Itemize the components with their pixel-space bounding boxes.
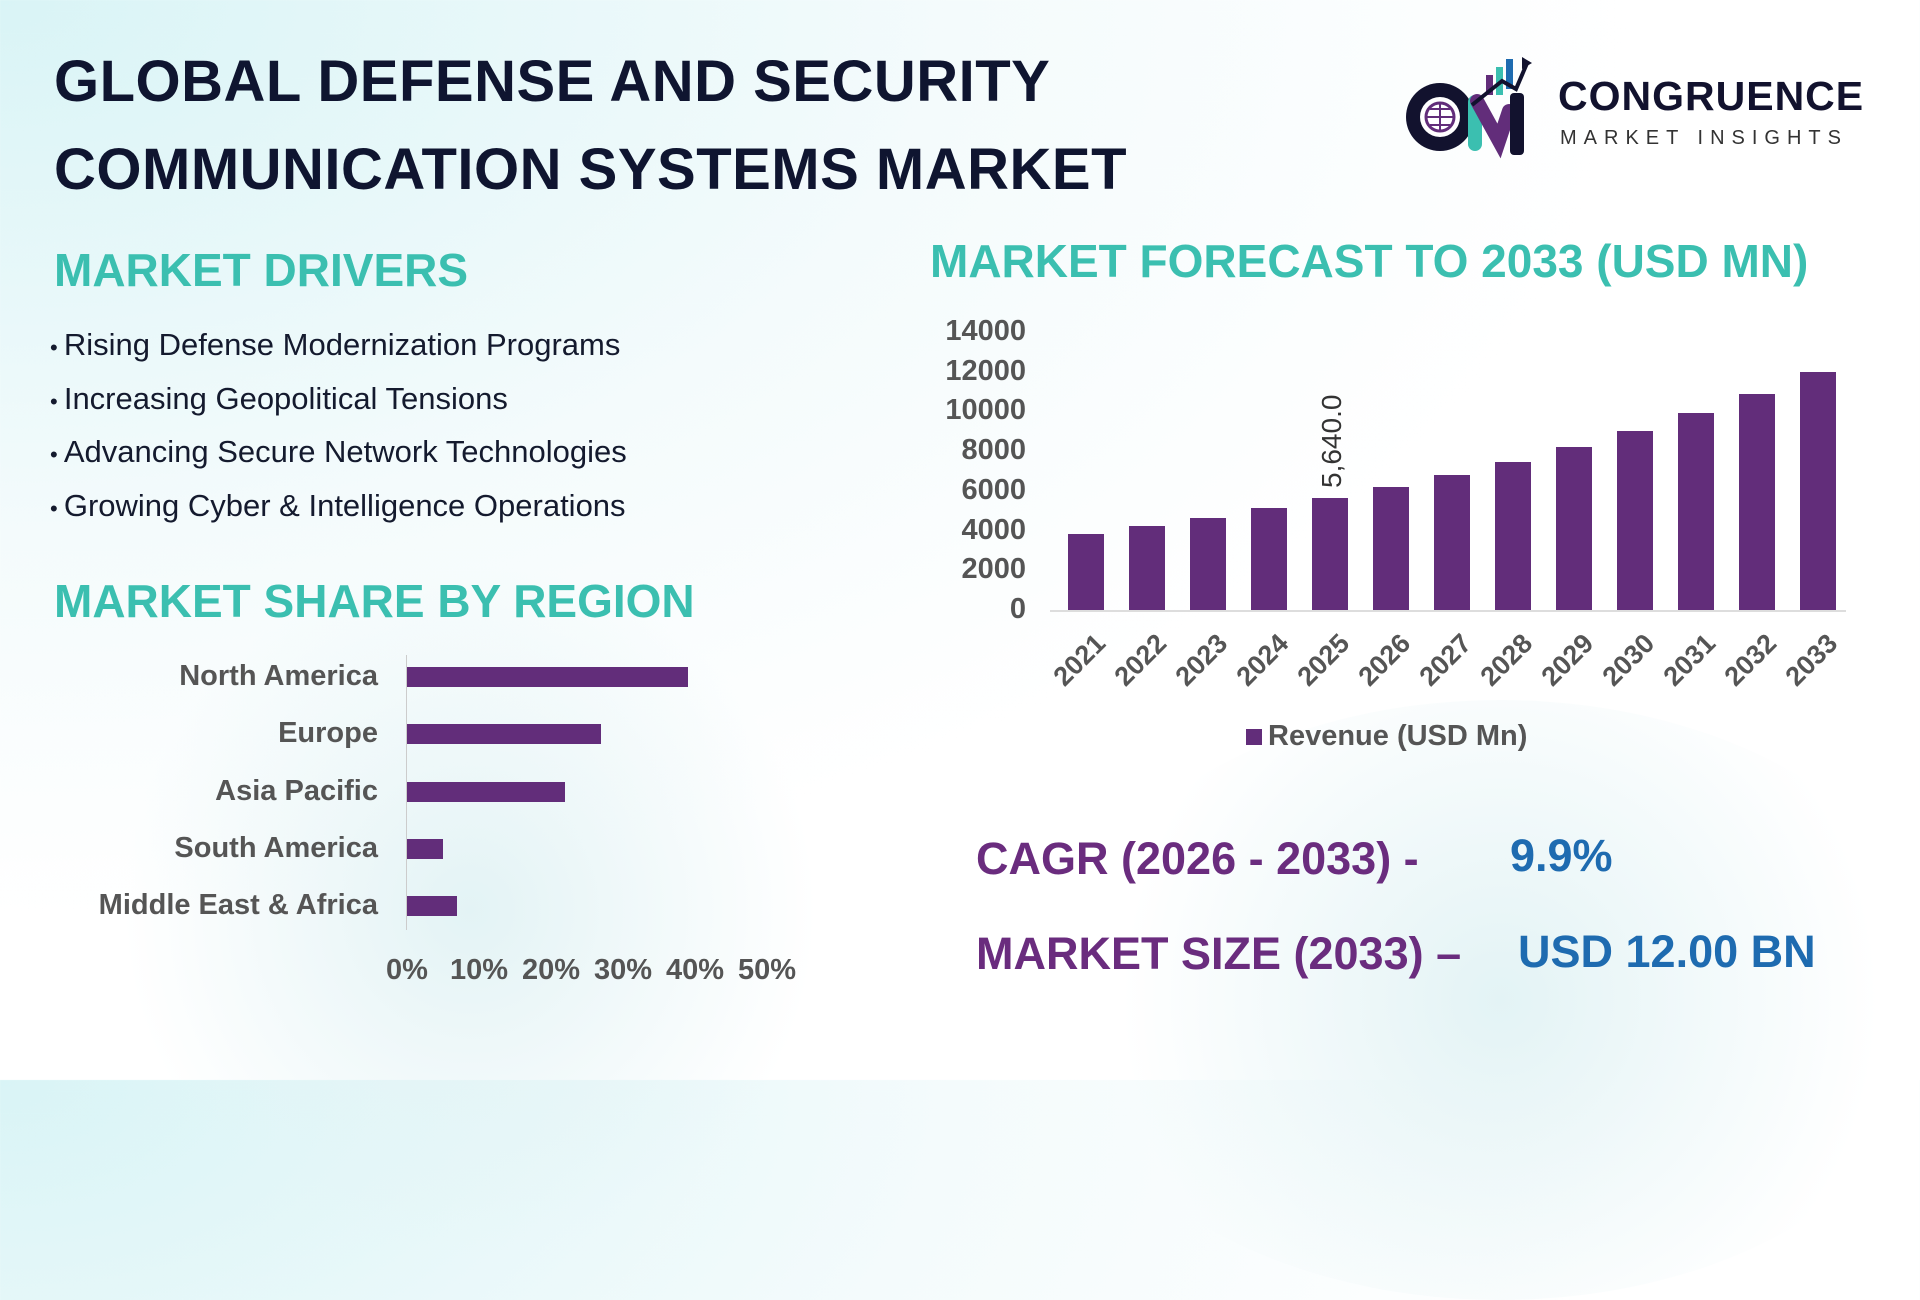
cagr-value: 9.9% (1510, 830, 1613, 881)
region-bar (407, 724, 602, 745)
drivers-heading: MARKET DRIVERS (54, 244, 469, 296)
region-heading: MARKET SHARE BY REGION (54, 575, 695, 627)
market-size-value: USD 12.00 BN (1518, 926, 1816, 977)
forecast-x-tick: 2022 (1108, 628, 1173, 692)
forecast-x-tick: 2031 (1657, 628, 1722, 692)
forecast-y-tick: 0 (1009, 593, 1026, 625)
driver-item: • Advancing Secure Network Technologies (50, 434, 627, 470)
forecast-bar (1495, 462, 1531, 610)
forecast-y-tick: 4000 (961, 513, 1026, 546)
bullet-icon: • (50, 335, 64, 360)
forecast-axis-line (1050, 610, 1846, 612)
region-bar (407, 781, 566, 802)
driver-item: • Rising Defense Modernization Programs (50, 327, 620, 363)
driver-text: Advancing Secure Network Technologies (63, 434, 627, 469)
forecast-bar (1617, 431, 1653, 610)
forecast-x-tick: 2032 (1718, 628, 1783, 692)
background-decoration (1050, 700, 1920, 1300)
driver-text: Rising Defense Modernization Programs (63, 327, 621, 362)
region-x-tick: 20% (521, 954, 581, 986)
forecast-bar (1068, 533, 1104, 610)
forecast-bar (1129, 526, 1165, 610)
forecast-data-label: 5,640.0 (1316, 394, 1347, 488)
region-label: Europe (278, 717, 378, 750)
region-bar (407, 838, 443, 859)
region-label: Asia Pacific (215, 774, 378, 807)
forecast-x-tick: 2028 (1474, 628, 1539, 692)
legend-label: Revenue (USD Mn) (1268, 720, 1528, 752)
driver-item: • Increasing Geopolitical Tensions (50, 381, 508, 417)
forecast-legend: Revenue (USD Mn) (1246, 720, 1527, 753)
forecast-bar (1251, 508, 1287, 610)
forecast-bar (1434, 474, 1470, 610)
driver-item: • Growing Cyber & Intelligence Operation… (50, 488, 626, 524)
forecast-y-tick: 14000 (945, 315, 1026, 347)
forecast-y-tick: 2000 (961, 553, 1026, 586)
region-axis-line (406, 655, 407, 930)
driver-text: Increasing Geopolitical Tensions (63, 380, 508, 416)
region-bar (407, 896, 458, 917)
forecast-y-tick: 10000 (945, 394, 1026, 427)
region-x-tick: 30% (593, 954, 653, 986)
region-label: South America (174, 831, 378, 864)
forecast-bar (1800, 371, 1836, 610)
forecast-heading: MARKET FORECAST TO 2033 (USD MN) (930, 235, 1809, 287)
region-bar (407, 667, 688, 687)
forecast-x-tick: 2026 (1352, 628, 1417, 692)
page-title-line1: GLOBAL DEFENSE AND SECURITY (54, 49, 1051, 114)
forecast-bar (1739, 393, 1775, 610)
forecast-x-tick: 2021 (1047, 628, 1112, 692)
page-title-line2: COMMUNICATION SYSTEMS MARKET (54, 137, 1128, 202)
forecast-y-tick: 6000 (961, 473, 1026, 506)
forecast-x-tick: 2033 (1779, 628, 1844, 692)
region-x-tick: 40% (665, 954, 725, 986)
forecast-bar (1556, 447, 1592, 610)
logo-name: CONGRUENCE (1558, 73, 1865, 119)
forecast-bar (1190, 518, 1226, 610)
forecast-bar (1312, 498, 1348, 610)
forecast-bar (1373, 487, 1409, 610)
market-size-label: MARKET SIZE (2033) – (976, 928, 1462, 979)
forecast-x-tick: 2029 (1535, 628, 1600, 692)
forecast-x-tick: 2027 (1413, 628, 1478, 692)
bullet-icon: • (50, 388, 64, 414)
bullet-icon: • (50, 495, 64, 521)
forecast-x-tick: 2025 (1291, 628, 1356, 692)
driver-text: Growing Cyber & Intelligence Operations (63, 487, 626, 523)
forecast-x-tick: 2023 (1169, 628, 1234, 692)
cagr-label: CAGR (2026 - 2033) - (976, 833, 1419, 884)
region-x-tick: 50% (737, 954, 797, 986)
forecast-x-tick: 2030 (1596, 628, 1661, 692)
logo-mark-icon (1406, 57, 1532, 159)
region-label: North America (179, 660, 378, 692)
forecast-bar (1678, 413, 1714, 610)
bullet-icon: • (50, 442, 64, 467)
logo: CONGRUENCE MARKET INSIGHTS (1402, 55, 1882, 160)
region-x-tick: 10% (449, 954, 509, 986)
legend-swatch-icon (1246, 729, 1262, 745)
forecast-y-tick: 8000 (961, 434, 1026, 467)
region-label: Middle East & Africa (98, 889, 378, 922)
region-x-tick: 0% (386, 954, 428, 986)
forecast-x-tick: 2024 (1230, 628, 1295, 692)
logo-tagline: MARKET INSIGHTS (1560, 127, 1848, 149)
forecast-y-tick: 12000 (945, 354, 1026, 387)
